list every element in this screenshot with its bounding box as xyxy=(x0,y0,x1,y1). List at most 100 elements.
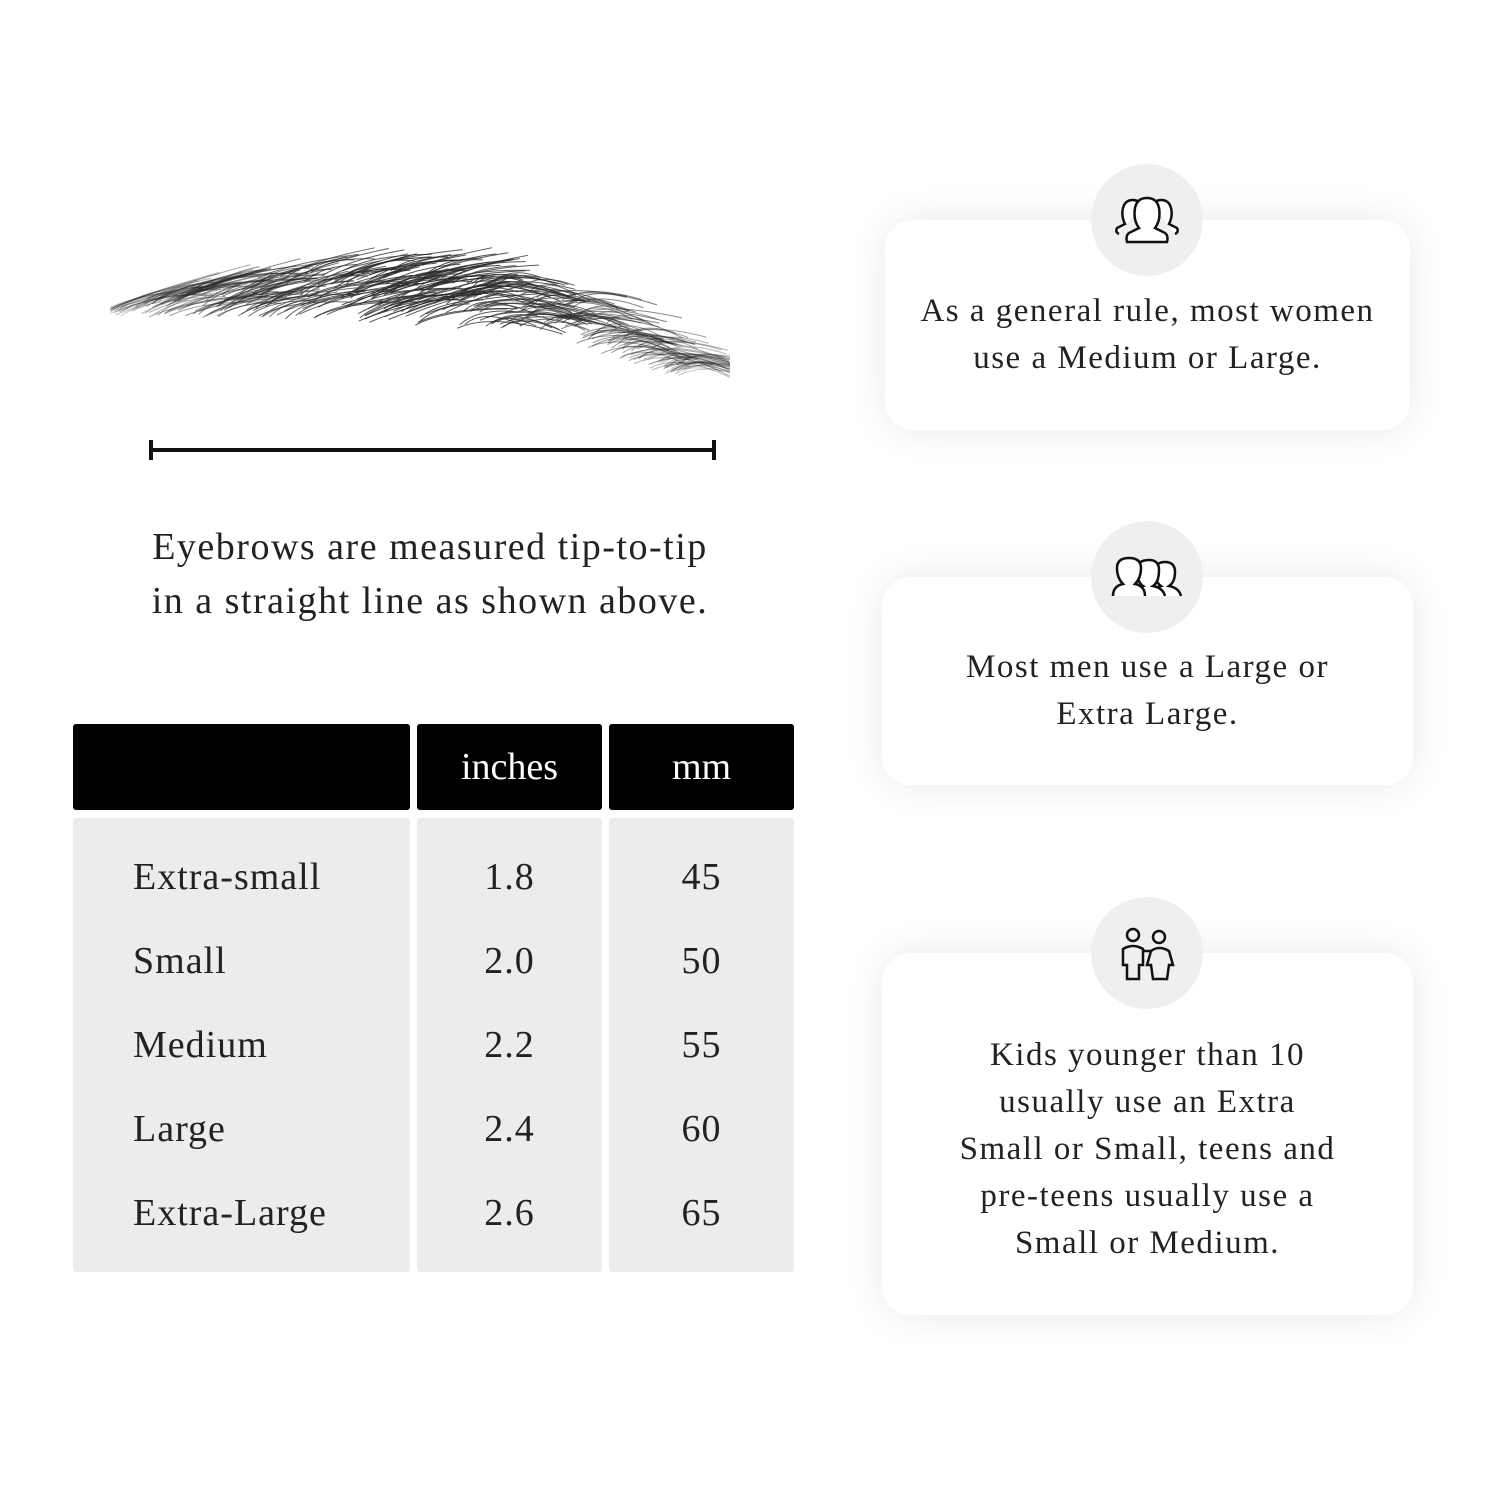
eyebrow-hair xyxy=(670,355,718,366)
measurement-caption: Eyebrows are measured tip-to-tip in a st… xyxy=(80,520,780,628)
eyebrow-hair xyxy=(308,280,407,298)
eyebrow-hair xyxy=(333,267,403,289)
eyebrow-hair xyxy=(592,336,677,355)
eyebrow-hair xyxy=(611,337,664,349)
eyebrow-hair xyxy=(657,353,730,364)
eyebrow-hair xyxy=(618,334,672,345)
eyebrow-hair xyxy=(633,357,730,373)
eyebrow-hair xyxy=(330,253,417,285)
eyebrow-hair xyxy=(149,283,248,313)
inches-cell: 2.2 xyxy=(484,1024,535,1066)
eyebrow-hair xyxy=(486,281,578,303)
eyebrow-hair xyxy=(143,282,248,305)
inches-column: 1.8 2.0 2.2 2.4 2.6 xyxy=(417,818,602,1272)
eyebrow-hair xyxy=(252,287,358,311)
eyebrow-hair xyxy=(651,362,730,371)
table-header-inches: inches xyxy=(417,724,602,810)
eyebrow-illustration xyxy=(110,247,730,378)
eyebrow-hair xyxy=(452,265,517,284)
size-cell: Small xyxy=(133,940,227,982)
eyebrow-hair xyxy=(152,270,263,308)
eyebrow-hair xyxy=(169,301,268,317)
size-column: Extra-small Small Medium Large Extra-Lar… xyxy=(73,818,410,1272)
eyebrow-hair xyxy=(664,361,730,371)
eyebrow-hair xyxy=(500,320,567,334)
size-cell: Extra-small xyxy=(133,856,322,898)
eyebrow-hair xyxy=(302,284,406,310)
card-text-line: As a general rule, most women xyxy=(920,293,1375,329)
eyebrow-hair xyxy=(125,288,221,310)
eyebrow-hair xyxy=(114,292,212,314)
eyebrow-hair xyxy=(592,338,667,350)
eyebrow-hair xyxy=(587,341,690,361)
card-text-line: Small or Medium. xyxy=(1014,1224,1281,1261)
eyebrow-hair xyxy=(384,288,492,318)
eyebrow-hair xyxy=(483,298,575,308)
eyebrow-hair xyxy=(663,357,716,367)
eyebrow-hair xyxy=(606,314,653,326)
eyebrow-hair xyxy=(575,316,623,326)
eyebrow-hair xyxy=(459,310,514,326)
eyebrow-hair xyxy=(383,295,450,310)
eyebrow-hair xyxy=(612,328,707,338)
eyebrow-hair xyxy=(112,283,194,310)
mm-cell: 50 xyxy=(681,940,722,982)
inches-cell: 2.6 xyxy=(484,1192,535,1234)
eyebrow-hair xyxy=(472,285,551,298)
eyebrow-hair xyxy=(425,257,482,275)
eyebrow-hair xyxy=(660,353,730,367)
eyebrow-hair xyxy=(317,264,425,286)
eyebrow-hair xyxy=(520,303,572,314)
eyebrow-hair xyxy=(396,287,461,308)
eyebrow-hair xyxy=(473,298,584,311)
eyebrow-hair xyxy=(649,361,730,378)
eyebrow-hair xyxy=(609,325,661,337)
eyebrow-hair xyxy=(265,285,315,308)
table-header-mm: mm xyxy=(609,724,794,810)
eyebrow-hair xyxy=(198,297,252,315)
mm-cell: 55 xyxy=(681,1024,722,1066)
eyebrow-hair xyxy=(539,321,586,332)
eyebrow-hair xyxy=(288,270,349,296)
eyebrow-hair xyxy=(114,285,202,311)
eyebrow-hair xyxy=(224,262,339,301)
eyebrow-hair xyxy=(153,286,206,304)
eyebrow-hair xyxy=(683,363,730,372)
eyebrow-hair xyxy=(445,282,532,314)
eyebrow-hair xyxy=(587,329,644,339)
eyebrow-hair xyxy=(674,360,730,371)
mm-cell: 65 xyxy=(681,1192,722,1234)
eyebrow-hair xyxy=(157,294,208,316)
eyebrow-hair xyxy=(146,285,208,308)
eyebrow-hair xyxy=(261,291,338,318)
eyebrow-hair xyxy=(202,278,318,295)
eyebrow-hair xyxy=(354,276,462,292)
eyebrow-hair xyxy=(622,345,693,359)
eyebrow-hair xyxy=(110,280,214,313)
eyebrow-hair xyxy=(257,253,360,279)
eyebrow-hair xyxy=(219,293,269,312)
eyebrow-hair xyxy=(177,296,268,311)
eyebrow-hair xyxy=(110,286,194,308)
eyebrow-hair xyxy=(148,293,258,318)
eyebrow-hair xyxy=(348,266,421,294)
eyebrow-hair xyxy=(621,338,694,349)
eyebrow-hair xyxy=(637,340,728,351)
eyebrow-hair xyxy=(646,341,722,351)
eyebrow-hair xyxy=(119,281,208,313)
eyebrow-hair xyxy=(650,356,730,365)
eyebrow-hair xyxy=(479,276,559,287)
eyebrow-hair xyxy=(120,300,189,317)
eyebrow-hair xyxy=(479,311,583,321)
eyebrow-hair xyxy=(647,352,730,363)
eyebrow-hair xyxy=(628,351,730,370)
eyebrow-hair xyxy=(258,301,352,317)
eyebrow-hair xyxy=(497,275,557,286)
eyebrow-hair xyxy=(390,274,496,294)
eyebrow-hair xyxy=(555,292,658,306)
eyebrow-hair xyxy=(154,295,226,315)
eyebrow-hair xyxy=(173,272,277,302)
eyebrow-hair xyxy=(375,262,437,283)
mm-cell: 60 xyxy=(681,1108,722,1150)
eyebrow-hair xyxy=(185,296,301,317)
